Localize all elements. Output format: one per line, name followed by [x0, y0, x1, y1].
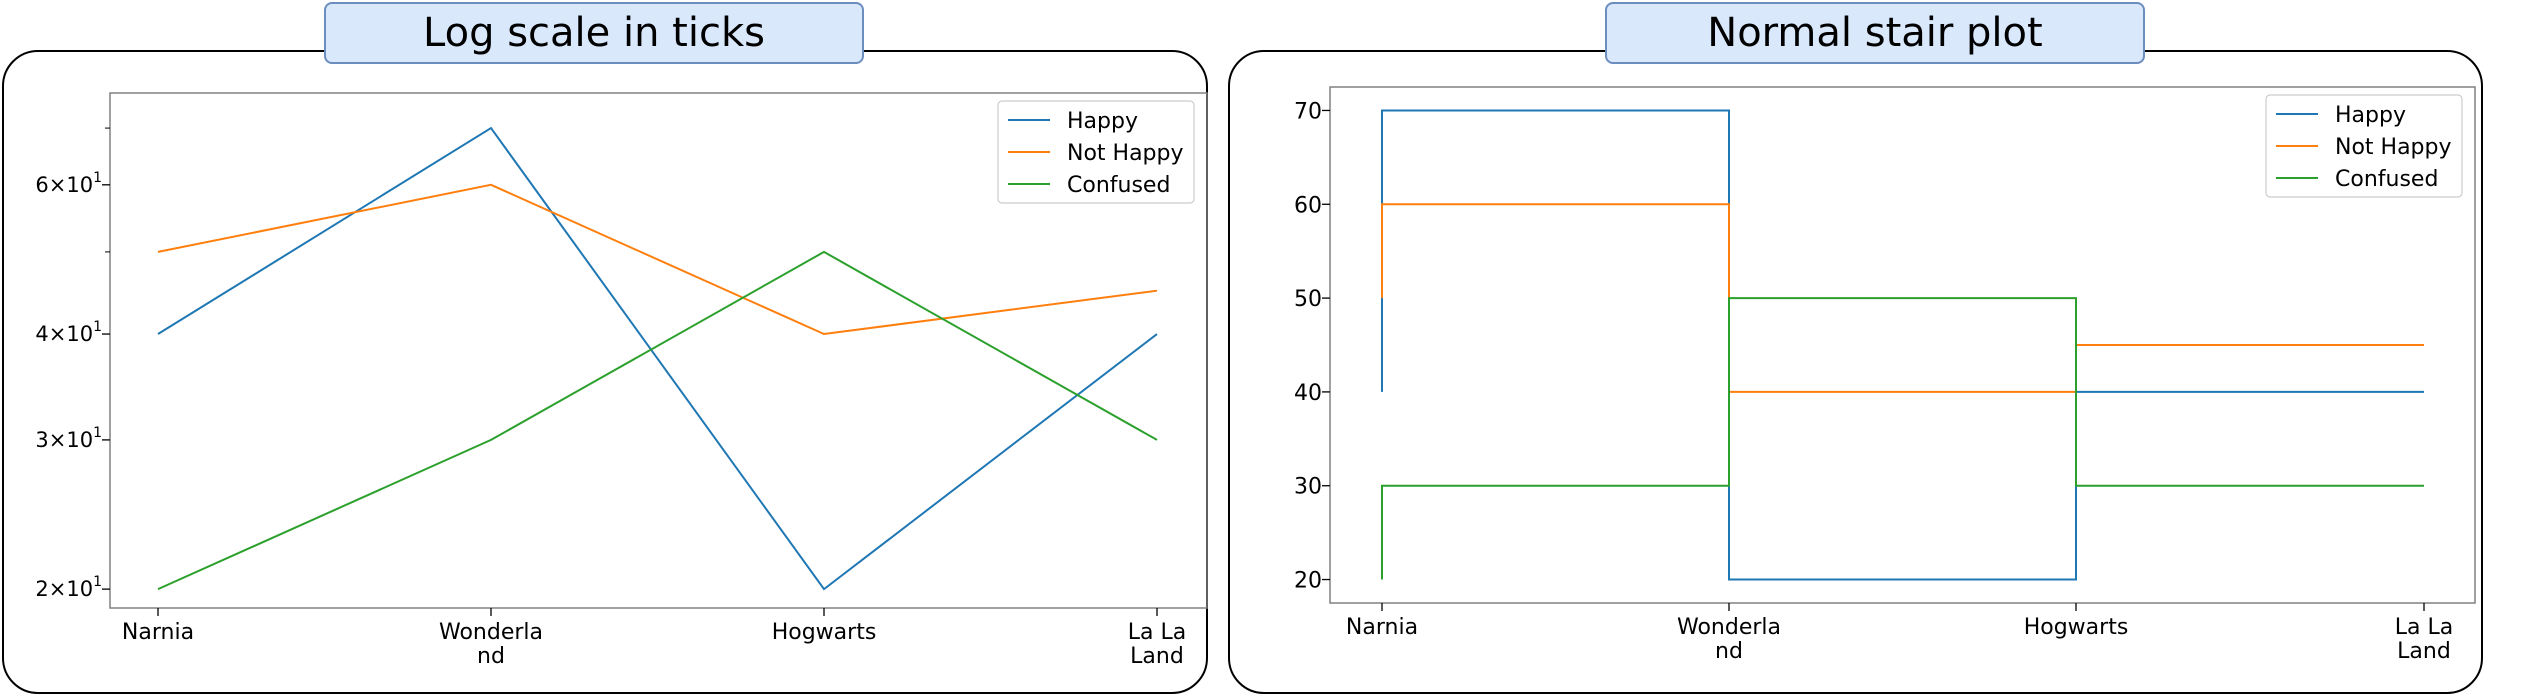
panel-title-stair: Normal stair plot [1605, 2, 2145, 64]
legend-label: Not Happy [2335, 135, 2452, 160]
y-tick-label: 30 [1294, 475, 1322, 500]
series-line [157, 250, 1158, 591]
legend-label: Confused [1067, 173, 1170, 198]
y-tick-label: 50 [1294, 287, 1322, 312]
series-line [1381, 297, 2424, 580]
y-tick-label: 40 [1294, 381, 1322, 406]
x-tick-label: Wonderla [439, 620, 543, 645]
x-tick-label: Hogwarts [772, 620, 877, 645]
x-tick-label: La La [1128, 620, 1186, 645]
legend-label: Confused [2335, 167, 2438, 192]
y-tick-label: 60 [1294, 193, 1322, 218]
panel-title-log: Log scale in ticks [324, 2, 864, 64]
y-tick-label: 70 [1294, 99, 1322, 124]
x-tick-label: nd [1715, 639, 1743, 664]
y-tick-label: 6×101 [35, 170, 102, 197]
axes-frame [109, 92, 1208, 609]
x-tick-label: Land [1130, 644, 1184, 669]
x-tick-label: Wonderla [1677, 615, 1781, 640]
series-line [157, 183, 1158, 336]
series-line [157, 126, 1158, 591]
x-tick-label: nd [477, 644, 505, 669]
legend-label: Happy [1067, 109, 1138, 134]
y-tick-label: 20 [1294, 569, 1322, 594]
legend-label: Happy [2335, 103, 2406, 128]
x-tick-label: La La [2395, 615, 2453, 640]
y-tick-label: 4×101 [35, 319, 102, 346]
x-tick-label: Narnia [1346, 615, 1418, 640]
y-tick-label: 3×101 [35, 425, 102, 452]
x-tick-label: Narnia [122, 620, 194, 645]
y-tick-label: 2×101 [35, 574, 102, 601]
axes-frame [1329, 86, 2476, 604]
legend-box [997, 100, 1195, 204]
x-tick-label: Hogwarts [2024, 615, 2129, 640]
legend-label: Not Happy [1067, 141, 1184, 166]
legend-box [2265, 94, 2463, 198]
x-tick-label: Land [2397, 639, 2451, 664]
